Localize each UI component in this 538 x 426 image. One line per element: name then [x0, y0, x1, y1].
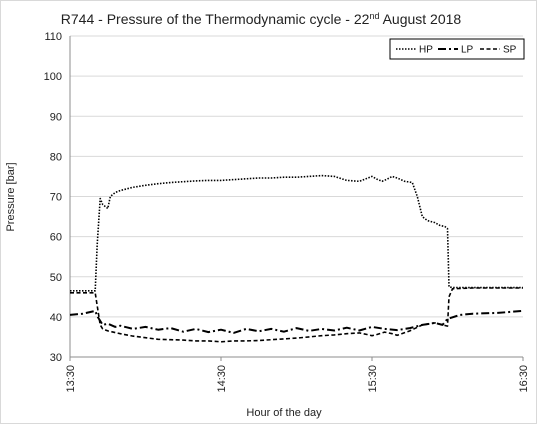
legend-label-lp: LP: [461, 45, 474, 56]
chart-title: R744 - Pressure of the Thermodynamic cyc…: [61, 11, 462, 27]
y-tick-label-8: 110: [44, 31, 62, 43]
x-tick-label-0: 13:30: [65, 365, 77, 393]
x-tick-label-1: 14:30: [216, 365, 228, 393]
x-tick-label-3: 16:30: [518, 365, 530, 393]
series-line-lp: [69, 309, 524, 334]
x-axis-title: Hour of the day: [246, 407, 322, 419]
grid-lines: [70, 35, 523, 318]
chart-title-superscript: nd: [369, 11, 379, 21]
y-tick-label-5: 80: [50, 151, 62, 163]
y-tick-label-4: 70: [50, 192, 62, 204]
y-tick-label-2: 50: [50, 272, 62, 284]
y-tick-label-3: 60: [50, 232, 62, 244]
y-tick-label-0: 30: [50, 352, 62, 364]
x-tick-label-2: 15:30: [367, 365, 379, 393]
legend-label-sp: SP: [503, 45, 517, 56]
legend-label-hp: HP: [419, 45, 433, 56]
y-tick-label-7: 100: [44, 71, 62, 83]
y-tick-label-6: 90: [50, 111, 62, 123]
series-lines: [69, 174, 524, 343]
axes: [69, 36, 524, 361]
legend: HP LP SP: [389, 38, 525, 60]
chart-title-main: R744 - Pressure of the Thermodynamic cyc…: [61, 11, 370, 27]
y-axis-title: Pressure [bar]: [5, 162, 17, 231]
series-line-hp: [70, 174, 523, 292]
chart-title-suffix: August 2018: [379, 11, 461, 27]
tick-labels: 30 40 50 60 70 80 90 100 110 13:30 14:30 15:30 16:30: [44, 31, 530, 393]
series-line-sp: [70, 287, 523, 343]
y-tick-label-1: 40: [50, 312, 62, 324]
